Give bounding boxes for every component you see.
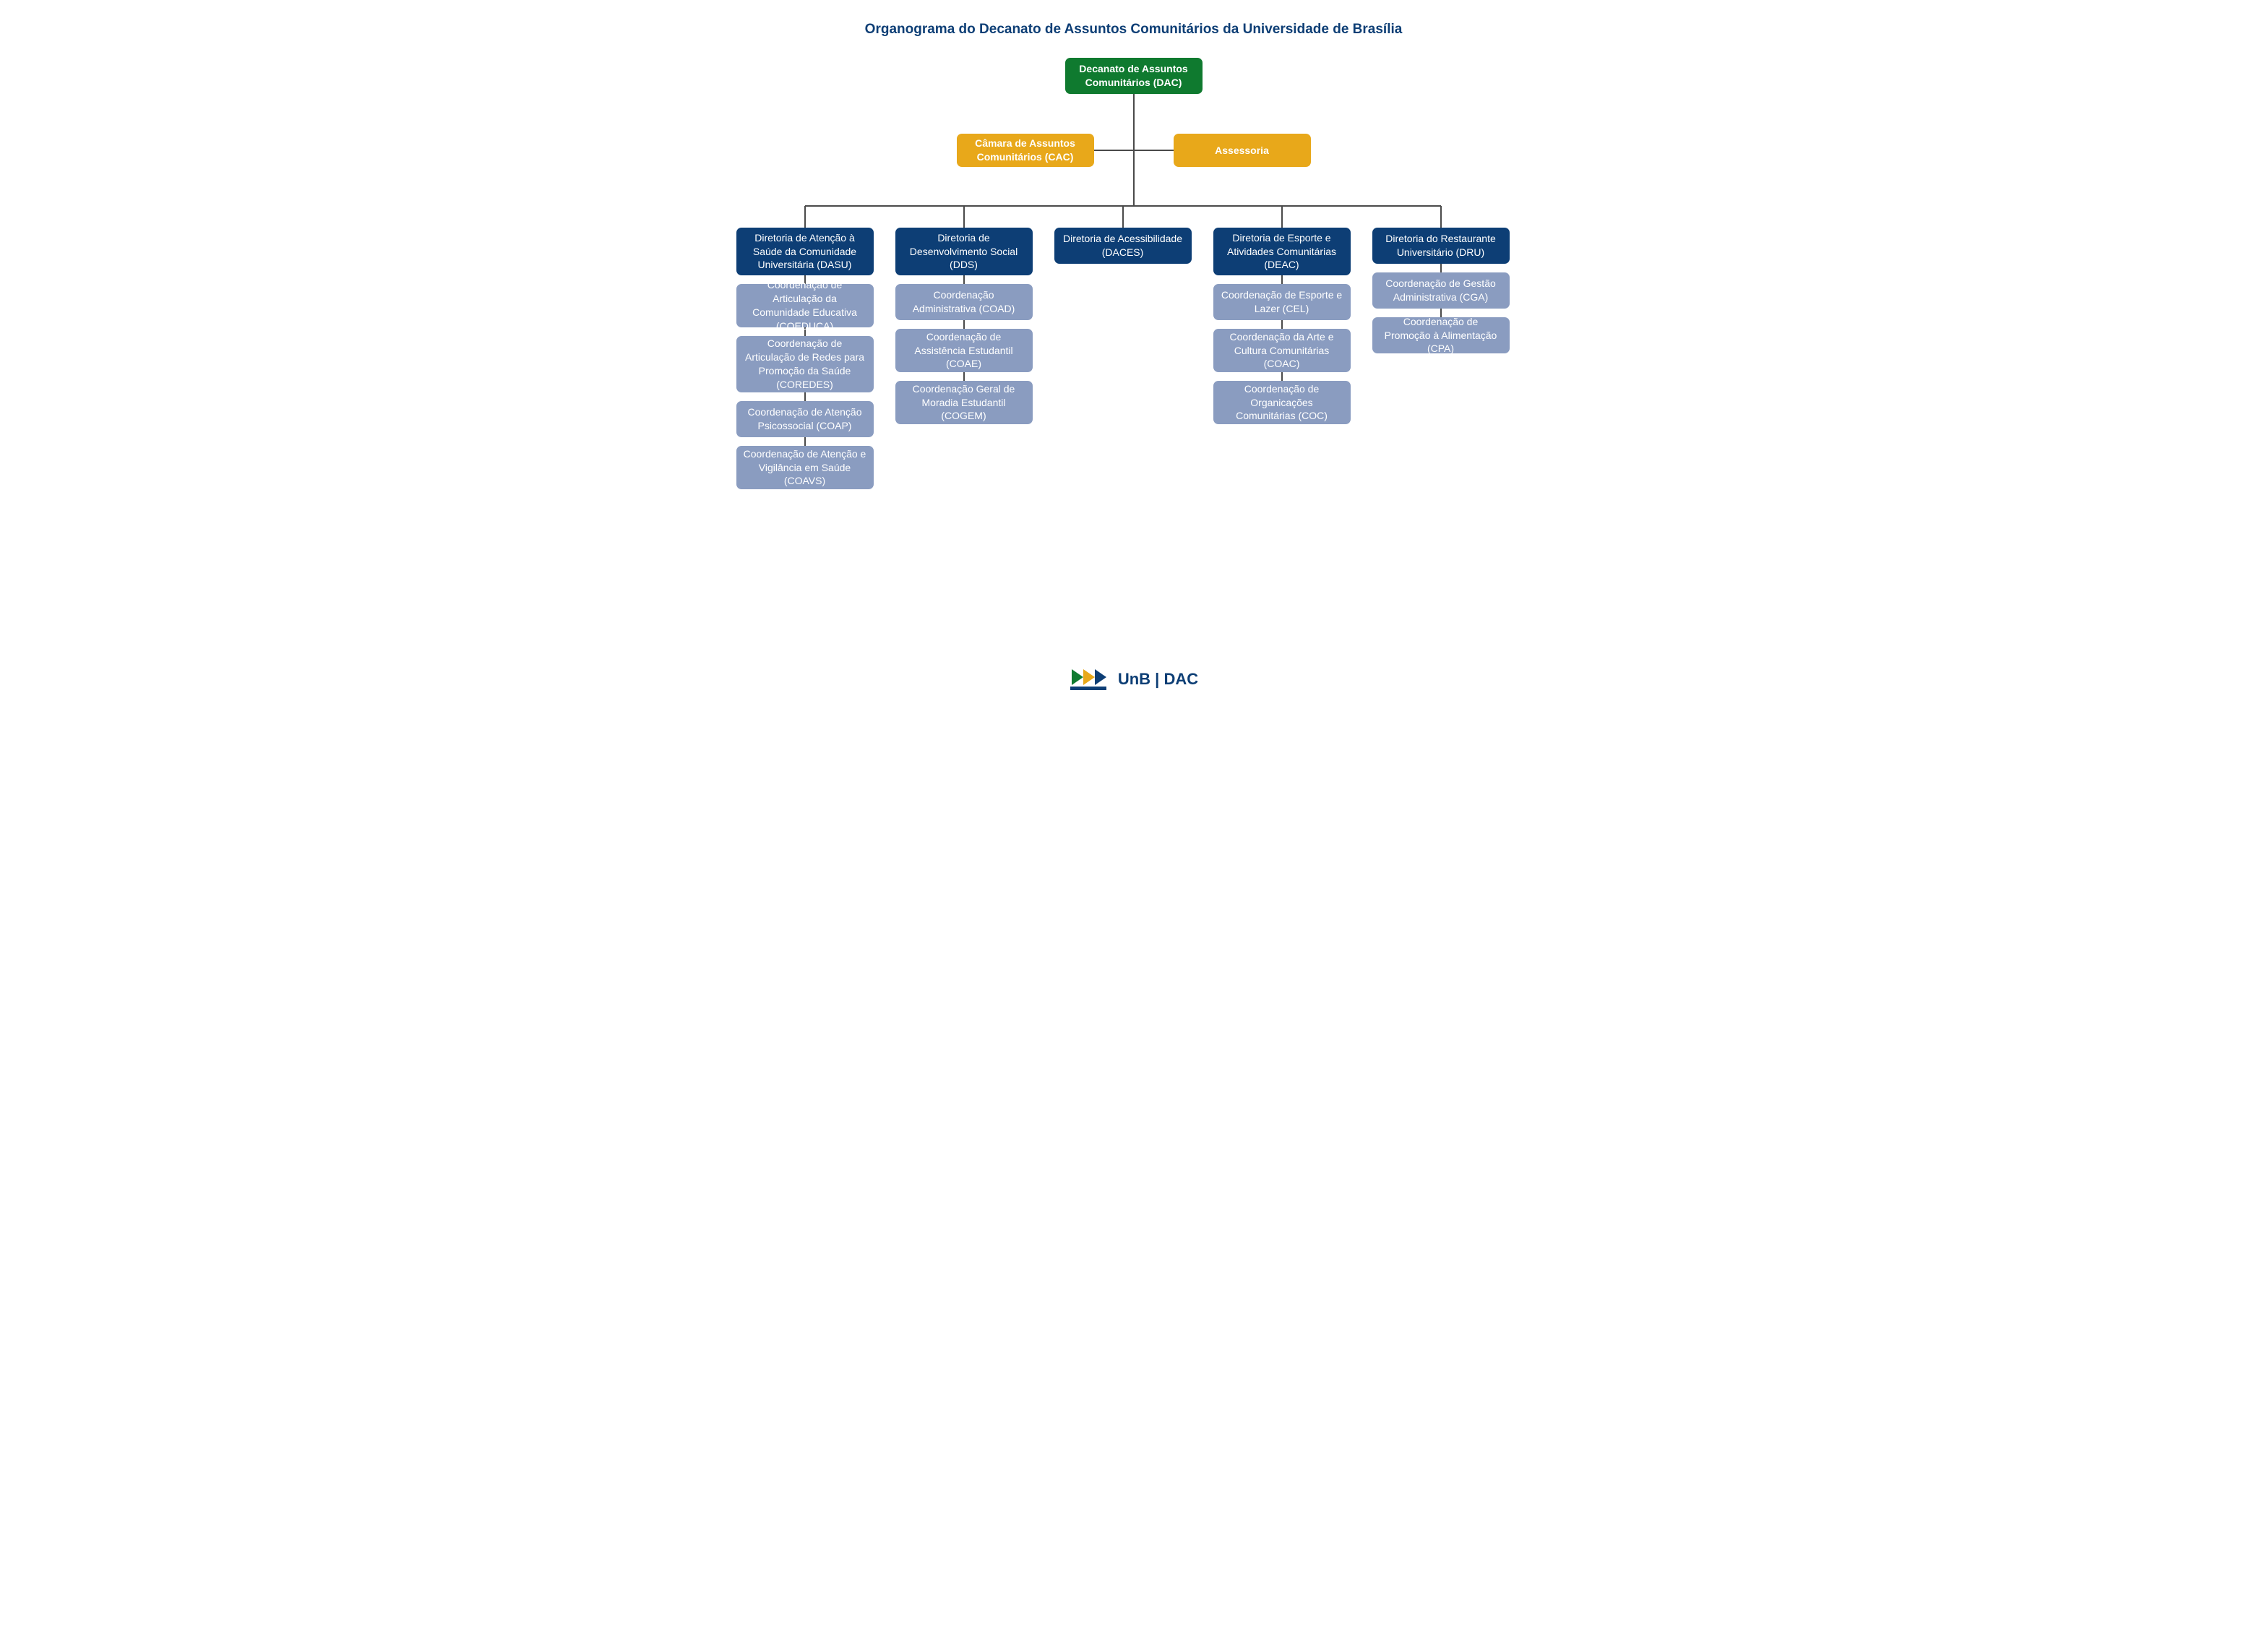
- node-coord-1-2: Coordenação Geral de Moradia Estudantil …: [895, 381, 1033, 424]
- node-coord-3-1: Coordenação da Arte e Cultura Comunitári…: [1213, 329, 1351, 372]
- chart-title: Organograma do Decanato de Assuntos Comu…: [671, 22, 1596, 38]
- node-directorate-4: Diretoria do Restaurante Universitário (…: [1372, 228, 1510, 264]
- node-directorate-0: Diretoria de Atenção à Saúde da Comunida…: [736, 228, 874, 275]
- node-directorate-3: Diretoria de Esporte e Atividades Comuni…: [1213, 228, 1351, 275]
- node-directorate-1: Diretoria de Desenvolvimento Social (DDS…: [895, 228, 1033, 275]
- node-staff-assessoria: Assessoria: [1174, 134, 1311, 167]
- footer-text: UnB | DAC: [1118, 670, 1198, 689]
- node-coord-0-2: Coordenação de Atenção Psicossocial (COA…: [736, 401, 874, 437]
- footer: UnB | DAC: [671, 665, 1596, 697]
- org-chart-canvas: Decanato de Assuntos Comunitários (DAC) C…: [671, 58, 1596, 658]
- node-staff-cac: Câmara de Assuntos Comunitários (CAC): [957, 134, 1094, 167]
- node-coord-3-0: Coordenação de Esporte e Lazer (CEL): [1213, 284, 1351, 320]
- node-coord-4-0: Coordenação de Gestão Administrativa (CG…: [1372, 272, 1510, 309]
- node-coord-4-1: Coordenação de Promoção à Alimentação (C…: [1372, 317, 1510, 353]
- node-coord-1-1: Coordenação de Assistência Estudantil (C…: [895, 329, 1033, 372]
- unb-logo-icon: [1069, 665, 1108, 694]
- node-coord-0-1: Coordenação de Articulação de Redes para…: [736, 336, 874, 392]
- node-directorate-2: Diretoria de Acessibilidade (DACES): [1054, 228, 1192, 264]
- node-root-dac: Decanato de Assuntos Comunitários (DAC): [1065, 58, 1203, 94]
- node-coord-1-0: Coordenação Administrativa (COAD): [895, 284, 1033, 320]
- node-coord-0-0: Coordenação de Articulação da Comunidade…: [736, 284, 874, 327]
- node-coord-0-3: Coordenação de Atenção e Vigilância em S…: [736, 446, 874, 489]
- node-coord-3-2: Coordenação de Organicações Comunitárias…: [1213, 381, 1351, 424]
